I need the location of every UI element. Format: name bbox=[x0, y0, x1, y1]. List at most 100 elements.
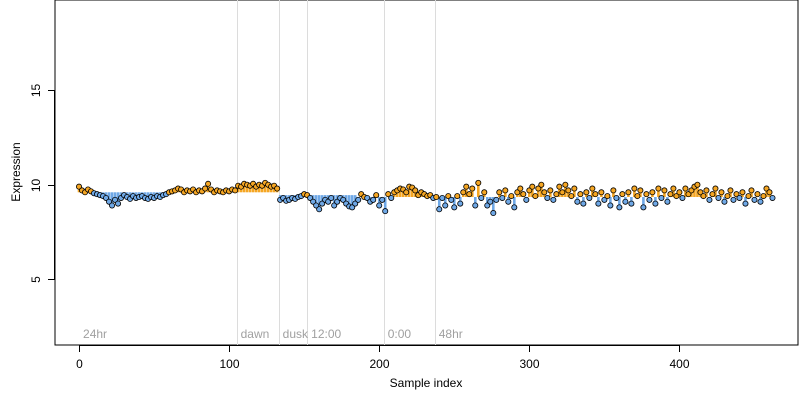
data-point bbox=[610, 187, 617, 194]
deviation-bar bbox=[540, 184, 543, 198]
deviation-bar bbox=[696, 184, 699, 198]
data-point bbox=[601, 196, 608, 203]
data-point bbox=[496, 189, 503, 196]
data-point bbox=[529, 183, 536, 190]
data-point bbox=[325, 198, 332, 205]
deviation-bar bbox=[401, 189, 405, 198]
deviation-bar bbox=[744, 197, 747, 204]
data-point bbox=[631, 185, 638, 192]
deviation-bar bbox=[630, 197, 633, 204]
data-point bbox=[748, 187, 755, 194]
deviation-bar bbox=[242, 183, 246, 193]
x-tick-label: 400 bbox=[669, 357, 689, 371]
deviation-bar bbox=[537, 188, 540, 198]
data-point bbox=[556, 183, 563, 190]
deviation-bar bbox=[248, 185, 252, 193]
deviation-bar bbox=[714, 188, 717, 198]
data-point bbox=[370, 196, 377, 203]
deviation-bar bbox=[326, 195, 330, 202]
deviation-bar bbox=[690, 190, 693, 198]
data-point bbox=[646, 196, 653, 203]
deviation-bar bbox=[314, 195, 318, 206]
data-point bbox=[574, 198, 581, 205]
data-point bbox=[520, 191, 527, 198]
data-point bbox=[457, 200, 464, 207]
data-point bbox=[589, 185, 596, 192]
data-point bbox=[232, 187, 239, 194]
deviation-bar bbox=[765, 188, 768, 198]
data-point bbox=[634, 193, 641, 200]
data-point bbox=[670, 185, 677, 192]
deviation-bar bbox=[485, 197, 489, 206]
deviation-bar bbox=[612, 190, 615, 198]
deviation-bar bbox=[573, 188, 576, 198]
deviation-bar bbox=[344, 195, 348, 204]
deviation-bar bbox=[476, 182, 480, 198]
y-tick-label: 10 bbox=[29, 179, 43, 193]
region-label: dawn bbox=[241, 327, 270, 341]
deviation-bar bbox=[272, 185, 276, 193]
deviation-bar bbox=[491, 197, 495, 214]
data-point bbox=[697, 189, 704, 196]
data-point bbox=[598, 189, 605, 196]
deviation-bar bbox=[693, 186, 696, 198]
data-point bbox=[379, 196, 386, 203]
data-point bbox=[499, 194, 506, 201]
data-point bbox=[505, 198, 512, 205]
data-point bbox=[313, 202, 320, 209]
x-axis: 0 100 200 300 400 bbox=[76, 345, 690, 371]
data-point bbox=[388, 194, 395, 201]
deviation-bar bbox=[591, 188, 594, 198]
deviation-bar bbox=[633, 188, 636, 198]
data-point bbox=[658, 194, 665, 201]
data-point bbox=[454, 193, 461, 200]
region-lines bbox=[237, 0, 436, 345]
data-point bbox=[433, 194, 440, 201]
data-point bbox=[340, 196, 347, 203]
deviation-bar bbox=[443, 197, 447, 206]
deviation-bar bbox=[639, 190, 642, 198]
data-point bbox=[763, 185, 770, 192]
deviation-bar bbox=[383, 197, 387, 212]
data-point bbox=[112, 196, 119, 203]
data-point bbox=[550, 196, 557, 203]
data-point bbox=[703, 187, 710, 194]
data-point bbox=[595, 200, 602, 207]
deviation-bar bbox=[377, 197, 381, 206]
data-point bbox=[655, 185, 662, 192]
data-point bbox=[493, 196, 500, 203]
data-point bbox=[553, 191, 560, 198]
deviation-bar bbox=[582, 197, 585, 204]
deviation-bar bbox=[597, 197, 600, 204]
data-point bbox=[532, 193, 539, 200]
data-point bbox=[583, 189, 590, 196]
deviation-bar bbox=[452, 197, 456, 208]
data-point bbox=[352, 200, 359, 207]
deviation-bar bbox=[473, 197, 477, 206]
deviation-bar bbox=[672, 188, 675, 198]
data-point bbox=[490, 210, 497, 217]
data-point bbox=[448, 196, 455, 203]
x-tick-label: 300 bbox=[519, 357, 539, 371]
data-point bbox=[607, 202, 614, 209]
data-point bbox=[577, 191, 584, 198]
data-point bbox=[460, 189, 467, 196]
data-point bbox=[547, 187, 554, 194]
data-point bbox=[328, 194, 335, 201]
data-point bbox=[622, 198, 629, 205]
deviation-bar bbox=[519, 188, 522, 198]
data-point bbox=[712, 185, 719, 192]
deviation-bar bbox=[332, 195, 336, 206]
data-point bbox=[667, 191, 674, 198]
data-point bbox=[700, 193, 707, 200]
data-point bbox=[736, 194, 743, 201]
data-point bbox=[760, 193, 767, 200]
data-point bbox=[664, 198, 671, 205]
deviation-bar bbox=[558, 186, 561, 198]
y-axis: 5 10 15 bbox=[29, 84, 55, 283]
data-point bbox=[535, 185, 542, 192]
data-point bbox=[541, 189, 548, 196]
deviation-bar bbox=[266, 184, 270, 193]
